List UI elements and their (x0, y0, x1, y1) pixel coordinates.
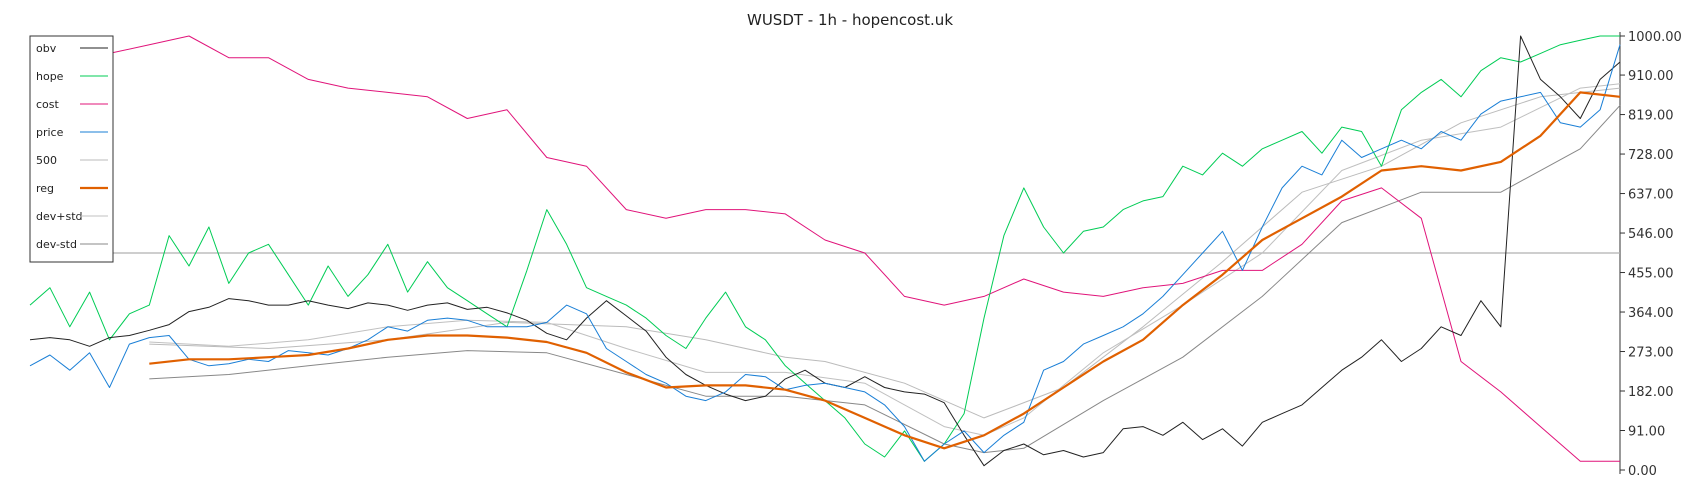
series-line-dev-std (149, 105, 1621, 454)
legend: obv hope cost price 500 reg dev+std dev-std (29, 35, 114, 263)
y-tick-label: 91.00 (1628, 425, 1665, 440)
y-tick-label: 182.00 (1628, 385, 1674, 400)
series-line-hope (29, 35, 1620, 462)
y-tick-label: 0.00 (1628, 464, 1657, 479)
y-tick-label: 455.00 (1628, 267, 1674, 282)
legend-label: price (36, 126, 64, 139)
legend-label: reg (36, 182, 54, 195)
series-group (29, 35, 1621, 467)
y-axis: 0.00 91.00 182.00 273.00 364.00 455.00 546.00 6… (1619, 30, 1682, 479)
y-tick-label: 273.00 (1628, 346, 1674, 361)
legend-label: 500 (36, 154, 57, 167)
legend-label: dev-std (36, 238, 77, 251)
chart-title: WUSDT - 1h - hopencost.uk (747, 11, 953, 29)
y-tick-label: 728.00 (1628, 148, 1674, 163)
legend-box (29, 35, 114, 263)
series-line-500 (149, 87, 1621, 419)
y-tick-label: 546.00 (1628, 227, 1674, 242)
y-tick-label: 910.00 (1628, 69, 1674, 84)
y-tick-label: 637.00 (1628, 188, 1674, 203)
legend-label: hope (36, 70, 64, 83)
legend-label: cost (36, 98, 60, 111)
y-tick-label: 1000.00 (1628, 30, 1682, 45)
series-line-dev-std (149, 83, 1621, 436)
legend-label: dev+std (36, 210, 83, 223)
series-line-price (29, 44, 1621, 462)
y-tick-label: 364.00 (1628, 306, 1674, 321)
y-tick-label: 819.00 (1628, 109, 1674, 124)
series-line-cost (29, 35, 1620, 462)
series-line-reg (149, 91, 1621, 450)
legend-label: obv (36, 42, 57, 55)
